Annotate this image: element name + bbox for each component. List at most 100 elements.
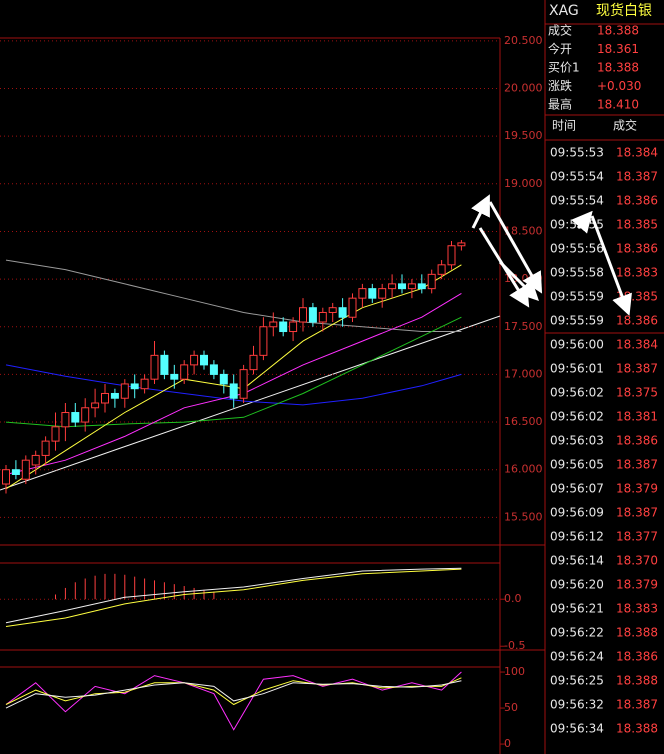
indicator-line xyxy=(5,680,462,709)
tick-time: 09:55:56 xyxy=(550,242,604,256)
candle-body xyxy=(110,392,119,399)
candle-body xyxy=(219,373,228,385)
tick-time: 09:56:01 xyxy=(550,362,604,376)
symbol: XAG xyxy=(549,3,579,19)
tick-time: 09:56:14 xyxy=(550,554,604,568)
field-label: 成交 xyxy=(548,23,572,38)
candle-body xyxy=(41,440,50,456)
candle-body xyxy=(81,407,90,423)
candle-body xyxy=(289,321,298,333)
field-label: 最高 xyxy=(548,97,572,112)
tick-time: 09:56:09 xyxy=(550,506,604,520)
tick-price: 18.387 xyxy=(616,698,658,712)
candle-body xyxy=(61,412,70,428)
indicator-line xyxy=(5,259,462,332)
candle-body xyxy=(348,297,357,318)
candle-body xyxy=(368,288,377,299)
table-header: 时间 xyxy=(552,119,576,133)
y-tick-label: 19.000 xyxy=(504,177,543,190)
tick-time: 09:56:03 xyxy=(550,434,604,448)
field-value: 18.410 xyxy=(597,98,639,112)
tick-time: 09:56:32 xyxy=(550,698,604,712)
candle-body xyxy=(457,242,466,247)
tick-time: 09:56:22 xyxy=(550,626,604,640)
y-tick-label: 15.500 xyxy=(504,510,543,523)
field-label: 买价1 xyxy=(548,61,580,75)
candle-body xyxy=(398,283,406,290)
tick-time: 09:56:20 xyxy=(550,578,604,592)
candle-body xyxy=(437,264,446,275)
y-tick-label: 17.000 xyxy=(504,367,543,380)
tick-price: 18.387 xyxy=(616,458,658,472)
candle-body xyxy=(11,469,20,475)
field-value: 18.388 xyxy=(597,61,639,75)
field-label: 涨跌 xyxy=(548,78,572,93)
tick-price: 18.370 xyxy=(616,554,658,568)
table-header: 成交 xyxy=(613,118,637,133)
y-tick-label: 16.500 xyxy=(504,415,543,428)
tick-time: 09:56:24 xyxy=(550,650,604,664)
candle-body xyxy=(407,283,416,290)
candle-body xyxy=(299,307,307,323)
tick-price: 18.388 xyxy=(616,626,658,640)
candle-body xyxy=(180,364,189,380)
tick-price: 18.379 xyxy=(616,578,658,592)
candle-body xyxy=(259,326,268,356)
tick-price: 18.386 xyxy=(616,242,658,256)
candle-body xyxy=(239,369,248,399)
candle-body xyxy=(378,288,387,299)
candle-body xyxy=(120,383,129,399)
y-tick-label: 50 xyxy=(504,701,518,714)
y-tick-label: 100 xyxy=(504,665,525,678)
tick-time: 09:56:02 xyxy=(550,386,604,400)
candle-body xyxy=(140,378,149,390)
quote-panel: XAG 现货白银 成交 18.388 今开 18.361 买价1 18.388 涨跌 +0.0… xyxy=(548,2,658,736)
tick-time: 09:56:02 xyxy=(550,410,604,424)
tick-price: 18.386 xyxy=(616,434,658,448)
candle-body xyxy=(279,321,288,333)
candle-body xyxy=(308,307,317,323)
candle-body xyxy=(51,426,60,442)
tick-price: 18.386 xyxy=(616,194,658,208)
candle-body xyxy=(21,459,30,480)
field-value: 18.361 xyxy=(597,42,639,56)
tick-time: 09:56:34 xyxy=(550,722,604,736)
candle-body xyxy=(200,354,208,366)
candle-body xyxy=(358,288,367,299)
candle-body xyxy=(427,273,436,290)
y-tick-label: -0.5 xyxy=(504,639,525,652)
indicator-line xyxy=(5,568,462,627)
y-tick-label: 18.500 xyxy=(504,224,543,237)
field-value: +0.030 xyxy=(597,79,641,93)
tick-time: 09:56:25 xyxy=(550,674,604,688)
annotation-arrows xyxy=(471,194,632,316)
candle-body xyxy=(269,321,278,328)
candle-body xyxy=(150,354,159,380)
tick-price: 18.383 xyxy=(616,266,658,280)
tick-time: 09:55:58 xyxy=(550,266,604,280)
indicator-line xyxy=(5,316,462,428)
tick-time: 09:56:05 xyxy=(550,458,604,472)
tick-price: 18.388 xyxy=(616,722,658,736)
tick-time: 09:56:21 xyxy=(550,602,604,616)
tick-price: 18.384 xyxy=(616,146,658,160)
candle-body xyxy=(328,307,337,313)
tick-time: 09:56:00 xyxy=(550,338,604,352)
y-tick-label: 19.500 xyxy=(504,129,543,142)
tick-time: 09:56:07 xyxy=(550,482,604,496)
candle-body xyxy=(338,307,347,318)
candle-body xyxy=(71,412,80,423)
y-tick-label: 16.000 xyxy=(504,463,543,476)
candle-body xyxy=(160,354,169,375)
y-tick-label: 17.500 xyxy=(504,320,543,333)
candle-body xyxy=(91,402,100,409)
tick-time: 09:55:54 xyxy=(550,170,604,184)
tick-price: 18.385 xyxy=(616,218,658,232)
tick-price: 18.379 xyxy=(616,482,658,496)
candle-body xyxy=(249,354,258,371)
tick-time: 09:55:59 xyxy=(550,314,604,328)
tick-price: 18.387 xyxy=(616,170,658,184)
tick-time: 09:56:12 xyxy=(550,530,604,544)
candle-body xyxy=(2,469,10,485)
